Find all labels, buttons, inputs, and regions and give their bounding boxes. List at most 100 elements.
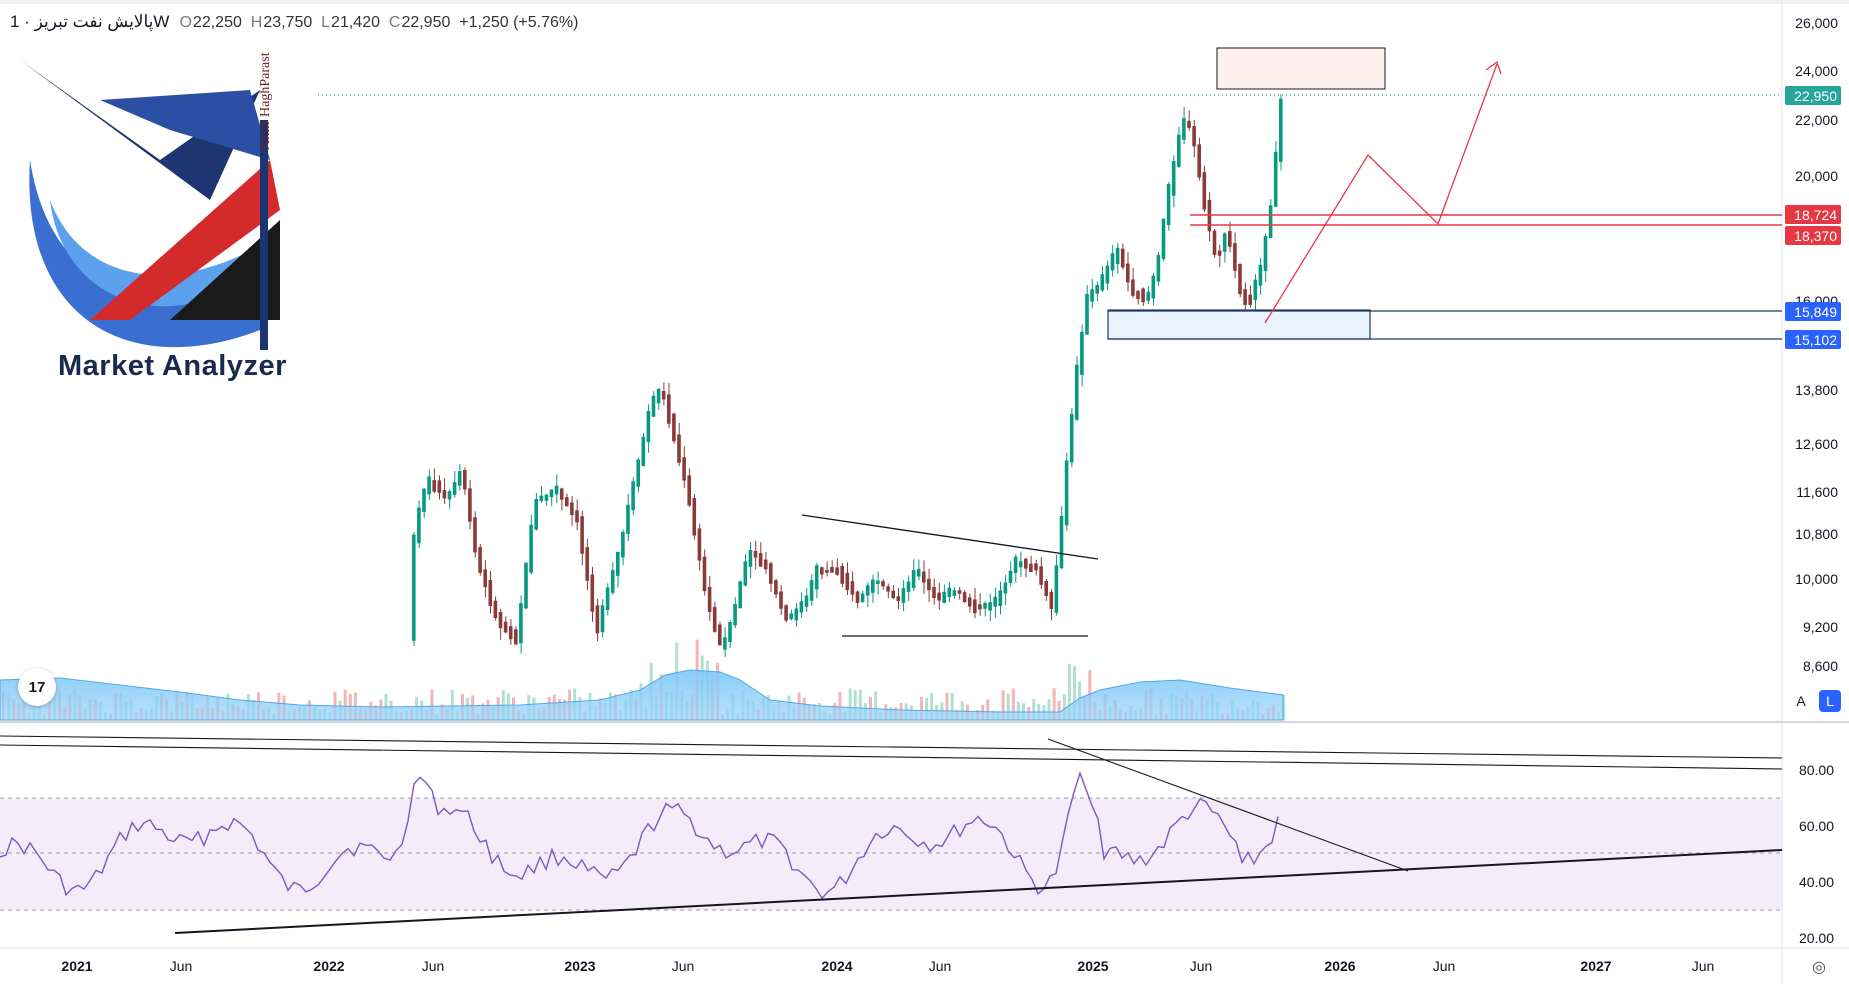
candle-body	[1166, 184, 1171, 226]
volume-bar	[1011, 688, 1015, 720]
rsi-resistance-line-2[interactable]	[0, 744, 1783, 770]
low-label: L	[321, 14, 331, 31]
demand-zone-box[interactable]	[1107, 309, 1371, 340]
triangle-upper-trendline[interactable]	[801, 514, 1099, 560]
candle-body	[743, 561, 748, 586]
volume-bar	[1001, 690, 1005, 720]
log-scale-button[interactable]: L	[1819, 690, 1841, 712]
candle-body	[514, 629, 518, 645]
candle-body	[651, 395, 656, 417]
time-label: 2027	[1580, 958, 1611, 974]
rsi-down-trendline[interactable]	[1047, 738, 1409, 872]
volume-bar	[874, 691, 878, 720]
candle-body	[1279, 98, 1283, 162]
candle-body	[1008, 570, 1013, 583]
volume-bar	[1282, 695, 1286, 720]
candle-body	[610, 570, 615, 593]
symbol-legend[interactable]: پالایش نفت تبریز · 1W O22,250 H23,750 L2…	[10, 12, 578, 32]
volume-bar	[1047, 699, 1051, 720]
time-label: Jun	[170, 958, 193, 974]
candle-body	[932, 587, 936, 599]
candle-body	[840, 565, 844, 584]
time-label: Jun	[672, 958, 695, 974]
candle-body	[503, 621, 508, 633]
candle-body	[463, 470, 467, 490]
candle-body	[1146, 291, 1150, 301]
time-label: Jun	[1433, 958, 1456, 974]
tradingview-logo[interactable]: 17	[18, 668, 56, 706]
time-label: 2024	[821, 958, 852, 974]
marker-label: 15,102	[1794, 332, 1837, 348]
candle-body	[1075, 364, 1079, 420]
candle-body	[1243, 289, 1247, 305]
price-tick: 10,000	[1795, 571, 1838, 587]
candle-body	[529, 524, 533, 573]
price-tick: 13,800	[1795, 382, 1838, 398]
candle-body	[712, 606, 717, 632]
candle-body	[967, 597, 972, 607]
candle-body	[595, 605, 600, 634]
candle-body	[718, 624, 722, 646]
candle-body	[661, 391, 666, 400]
candle-body	[937, 592, 941, 601]
price-axis[interactable]: 26,000 24,000 22,000 20,000 16,000 13,80…	[1785, 15, 1841, 674]
candle-body	[850, 581, 855, 595]
candle-body	[845, 572, 850, 591]
candle-body	[988, 602, 992, 611]
chart-settings-icon[interactable]: ◎	[1812, 959, 1826, 976]
candle-body	[825, 569, 829, 573]
volume-bar	[960, 701, 964, 720]
candle-body	[1253, 279, 1258, 301]
candle-body	[1192, 126, 1196, 147]
candle-body	[769, 563, 773, 584]
candle-body	[605, 587, 610, 611]
time-label: 2022	[313, 958, 344, 974]
price-tick: 11,600	[1796, 484, 1838, 500]
open-value: 22,250	[192, 14, 242, 31]
volume-bar	[853, 689, 857, 720]
target-zone-box[interactable]	[1216, 47, 1386, 90]
price-tick: 8,600	[1803, 658, 1838, 674]
candle-body	[901, 588, 906, 603]
rsi-tick: 20.00	[1799, 930, 1834, 946]
candle-body	[590, 574, 595, 612]
candle-body	[723, 637, 727, 650]
rsi-tick: 60.00	[1799, 818, 1834, 834]
rsi-support-trendline[interactable]	[174, 849, 1783, 934]
candle-body	[539, 495, 544, 502]
candle-body	[442, 490, 447, 499]
high-label: H	[250, 14, 263, 31]
projection-path[interactable]	[1264, 63, 1498, 324]
time-label: Jun	[1692, 958, 1715, 974]
rsi-tick: 80.00	[1799, 762, 1834, 778]
candle-body	[1197, 144, 1201, 178]
marker-badge-18724	[1785, 205, 1841, 224]
volume-bar	[1052, 688, 1056, 720]
time-label: 2021	[61, 958, 92, 974]
time-axis[interactable]: 2021 Jun 2022 Jun 2023 Jun 2024 Jun 2025…	[61, 958, 1714, 974]
candle-body	[1156, 254, 1161, 282]
candle-body	[1018, 561, 1023, 568]
rsi-resistance-line-1[interactable]	[0, 735, 1783, 759]
candle-body	[1258, 264, 1263, 286]
rsi-axis[interactable]: 80.00 60.00 40.00 20.00	[1799, 762, 1834, 946]
candle-body	[916, 568, 921, 577]
symbol-title[interactable]: پالایش نفت تبریز · 1W	[10, 12, 170, 31]
candle-body	[1182, 118, 1186, 140]
candle-body	[437, 480, 442, 493]
candle-body	[728, 622, 732, 643]
volume-bar	[1006, 693, 1010, 720]
candle-body	[947, 587, 952, 597]
price-tick: 9,200	[1803, 619, 1838, 635]
volume-bar	[848, 688, 852, 720]
auto-scale-button[interactable]: A	[1790, 690, 1812, 712]
candle-body	[626, 504, 630, 534]
candle-body	[488, 579, 493, 606]
candle-body	[794, 608, 799, 621]
volume-bar	[450, 689, 454, 720]
volume-bar	[930, 693, 934, 720]
candle-body	[631, 481, 635, 511]
candle-body	[1151, 275, 1156, 299]
candle-body	[993, 596, 997, 607]
